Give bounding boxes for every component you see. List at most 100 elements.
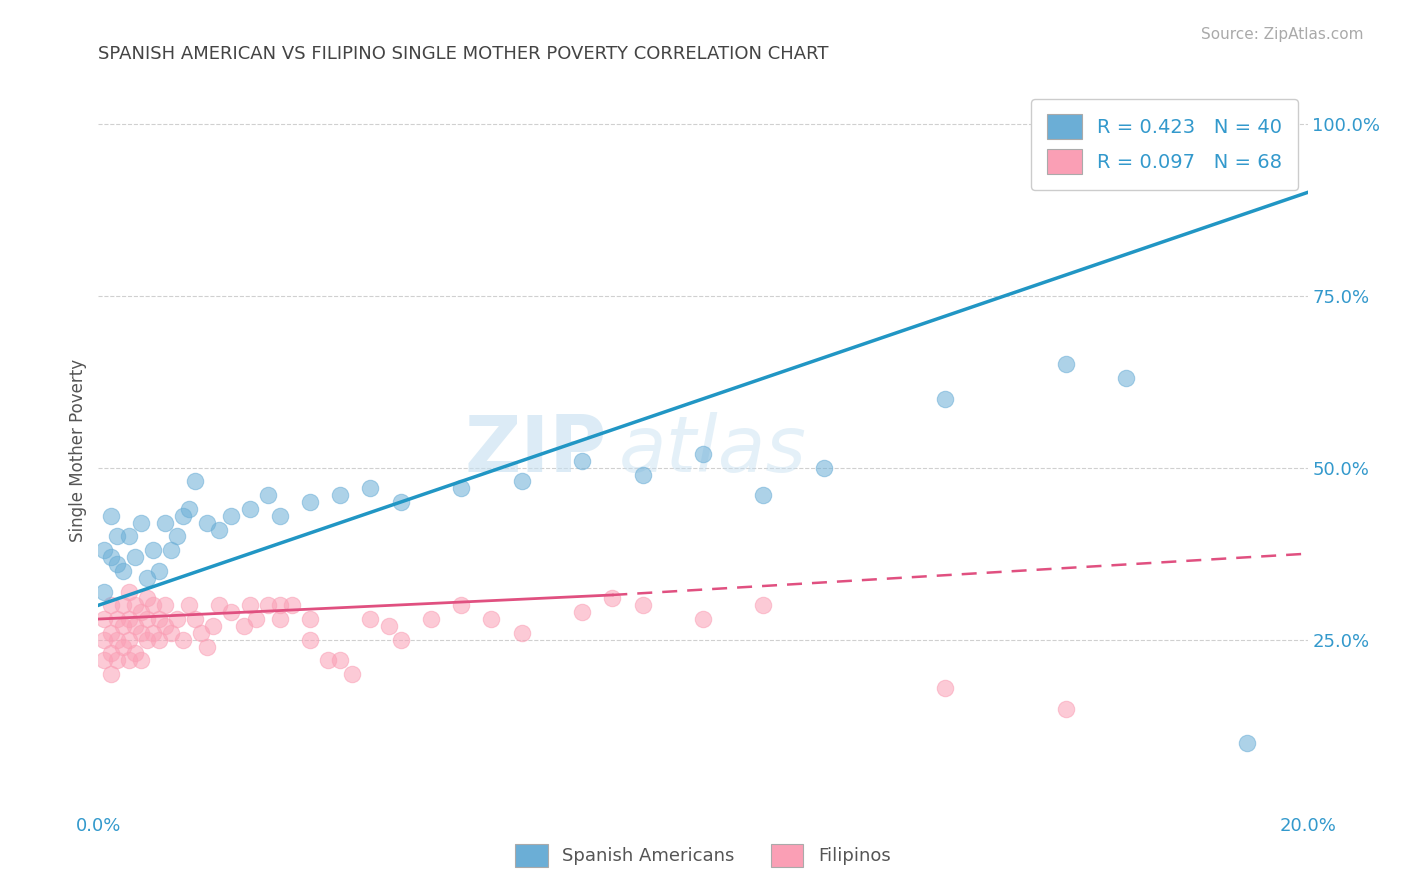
Point xyxy=(329,653,352,667)
Point xyxy=(105,653,128,667)
Point xyxy=(179,599,201,613)
Point xyxy=(752,488,775,502)
Point xyxy=(281,599,304,613)
Point xyxy=(420,612,443,626)
Legend: R = 0.423   N = 40, R = 0.097   N = 68: R = 0.423 N = 40, R = 0.097 N = 68 xyxy=(1031,99,1298,190)
Point xyxy=(105,529,128,543)
Point xyxy=(100,550,122,565)
Point xyxy=(269,599,291,613)
Point xyxy=(481,612,503,626)
Point xyxy=(148,612,170,626)
Point xyxy=(135,632,157,647)
Point xyxy=(631,599,654,613)
Point xyxy=(329,488,352,502)
Point xyxy=(135,591,157,606)
Point xyxy=(752,599,775,613)
Point xyxy=(160,625,183,640)
Point xyxy=(105,632,128,647)
Point xyxy=(172,508,194,523)
Point xyxy=(239,502,262,516)
Point xyxy=(172,632,194,647)
Point xyxy=(118,584,141,599)
Point xyxy=(142,625,165,640)
Point xyxy=(100,667,122,681)
Point xyxy=(124,599,146,613)
Text: SPANISH AMERICAN VS FILIPINO SINGLE MOTHER POVERTY CORRELATION CHART: SPANISH AMERICAN VS FILIPINO SINGLE MOTH… xyxy=(98,45,830,62)
Point xyxy=(195,516,218,530)
Point xyxy=(360,612,382,626)
Legend: Spanish Americans, Filipinos: Spanish Americans, Filipinos xyxy=(508,837,898,874)
Point xyxy=(166,529,188,543)
Point xyxy=(100,599,122,613)
Point xyxy=(93,653,115,667)
Point xyxy=(135,571,157,585)
Point xyxy=(934,681,956,695)
Point xyxy=(1054,701,1077,715)
Point xyxy=(813,460,835,475)
Point xyxy=(221,508,243,523)
Point xyxy=(208,523,231,537)
Point xyxy=(118,653,141,667)
Point xyxy=(269,612,291,626)
Point xyxy=(269,508,291,523)
Point xyxy=(124,550,146,565)
Point xyxy=(129,653,152,667)
Point xyxy=(153,599,176,613)
Point xyxy=(160,543,183,558)
Point xyxy=(142,599,165,613)
Point xyxy=(184,612,207,626)
Point xyxy=(1236,736,1258,750)
Point xyxy=(450,481,472,495)
Point xyxy=(450,599,472,613)
Point xyxy=(142,543,165,558)
Point xyxy=(93,584,115,599)
Point xyxy=(377,619,399,633)
Point xyxy=(342,667,364,681)
Point xyxy=(208,599,231,613)
Point xyxy=(571,454,593,468)
Point xyxy=(245,612,267,626)
Point xyxy=(129,625,152,640)
Point xyxy=(93,612,115,626)
Point xyxy=(118,529,141,543)
Point xyxy=(692,612,714,626)
Text: Source: ZipAtlas.com: Source: ZipAtlas.com xyxy=(1201,27,1364,42)
Point xyxy=(148,564,170,578)
Point xyxy=(602,591,624,606)
Point xyxy=(256,488,278,502)
Point xyxy=(129,516,152,530)
Point xyxy=(184,475,207,489)
Point xyxy=(118,632,141,647)
Point xyxy=(100,625,122,640)
Point xyxy=(571,605,593,619)
Point xyxy=(510,625,533,640)
Point xyxy=(93,543,115,558)
Point xyxy=(148,632,170,647)
Point xyxy=(389,632,412,647)
Point xyxy=(153,516,176,530)
Point xyxy=(135,612,157,626)
Point xyxy=(360,481,382,495)
Point xyxy=(105,612,128,626)
Point xyxy=(129,605,152,619)
Point xyxy=(510,475,533,489)
Point xyxy=(111,640,134,654)
Point xyxy=(124,619,146,633)
Point xyxy=(195,640,218,654)
Point xyxy=(124,647,146,661)
Point xyxy=(100,508,122,523)
Point xyxy=(100,647,122,661)
Point xyxy=(105,557,128,571)
Point xyxy=(316,653,339,667)
Point xyxy=(111,599,134,613)
Point xyxy=(166,612,188,626)
Y-axis label: Single Mother Poverty: Single Mother Poverty xyxy=(69,359,87,542)
Point xyxy=(93,632,115,647)
Point xyxy=(256,599,278,613)
Point xyxy=(232,619,254,633)
Point xyxy=(202,619,225,633)
Text: atlas: atlas xyxy=(619,412,806,489)
Point xyxy=(299,495,322,509)
Point xyxy=(111,619,134,633)
Point xyxy=(1115,371,1137,385)
